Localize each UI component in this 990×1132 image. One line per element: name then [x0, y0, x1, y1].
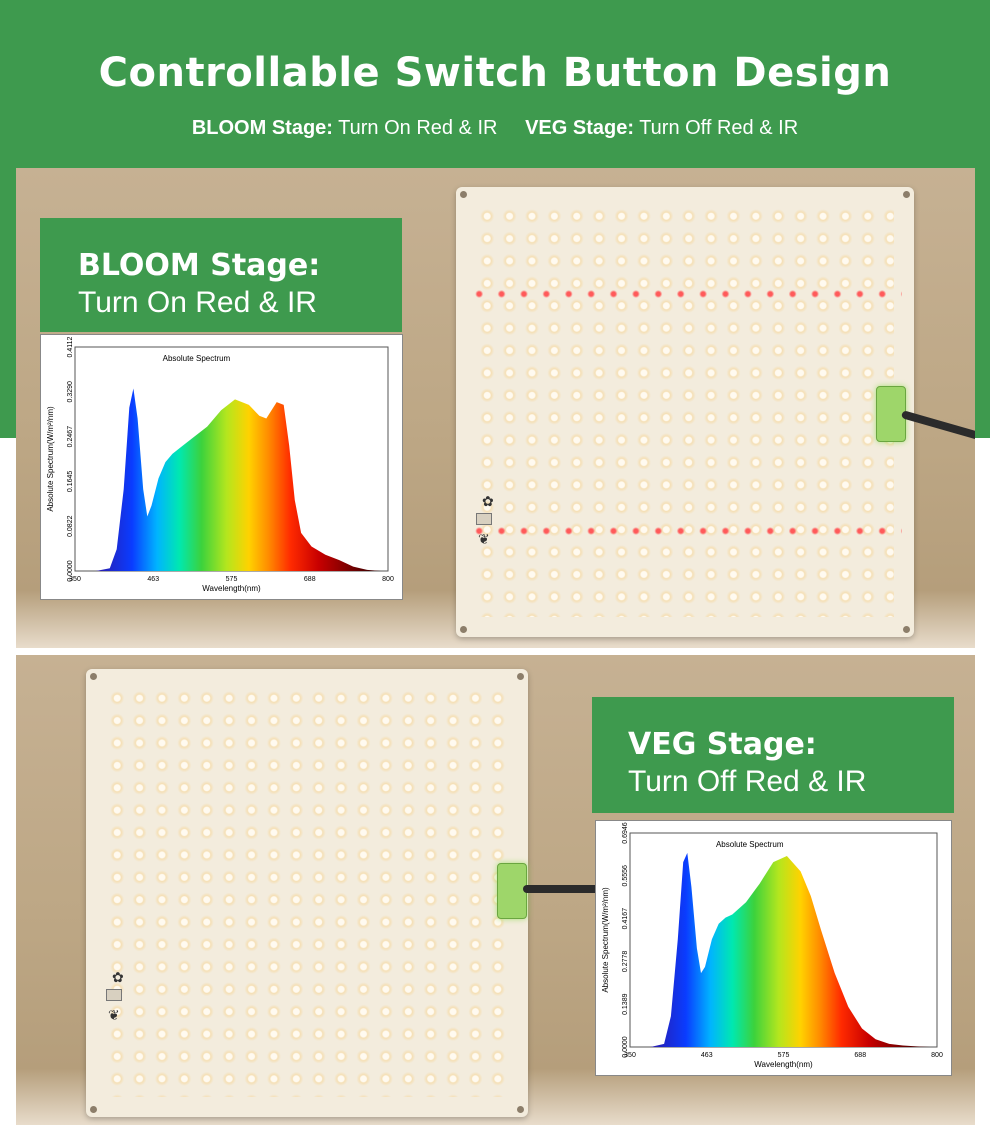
veg-stage-description: Turn Off Red & IR: [628, 765, 867, 798]
page-subtitle: BLOOM Stage: Turn On Red & IR VEG Stage:…: [0, 117, 990, 140]
x-tick-label: 350: [624, 1052, 636, 1059]
led-panel-veg: ✿ ❦: [86, 669, 528, 1117]
y-tick-label: 0.2778: [622, 951, 629, 973]
x-tick-label: 463: [701, 1052, 713, 1059]
stage-switch[interactable]: [476, 513, 492, 525]
mounting-hole: [903, 191, 910, 198]
mounting-hole: [517, 673, 524, 680]
x-tick-label: 575: [778, 1052, 790, 1059]
chart-title: Absolute Spectrum: [163, 354, 231, 363]
driver-box: [497, 863, 527, 919]
led-panel-bloom: ✿ ❦: [456, 187, 914, 637]
led-grid: [476, 205, 894, 617]
veg-subtitle-label: VEG Stage:: [525, 117, 634, 139]
y-tick-label: 0.6946: [622, 822, 629, 844]
mounting-hole: [517, 1106, 524, 1113]
mounting-hole: [90, 673, 97, 680]
x-axis-label: Wavelength(nm): [754, 1060, 813, 1069]
flower-icon: ✿: [112, 970, 124, 986]
leaf-icon: ❦: [108, 1008, 120, 1024]
red-led-row: [468, 290, 902, 298]
flower-icon: ✿: [482, 494, 494, 510]
x-tick-label: 688: [854, 1052, 866, 1059]
x-axis-label: Wavelength(nm): [202, 584, 261, 593]
veg-label-box: VEG Stage: Turn Off Red & IR: [592, 697, 954, 813]
led-grid: [106, 687, 508, 1097]
veg-spectrum-chart: Absolute Spectrum 350 463 575 688 800 0.0000 0.…: [595, 820, 952, 1076]
spectrum-area: [650, 852, 931, 1047]
mounting-hole: [460, 191, 467, 198]
y-tick-label: 0.1389: [622, 993, 629, 1015]
y-tick-label: 0.5556: [622, 865, 629, 887]
spectrum-area: [95, 388, 382, 571]
veg-spectrum-svg: Absolute Spectrum 350 463 575 688 800 0.0000 0.…: [601, 822, 943, 1069]
chart-title: Absolute Spectrum: [716, 840, 784, 849]
y-tick-label: 0.3290: [67, 381, 74, 403]
bloom-subtitle-label: BLOOM Stage:: [191, 117, 333, 139]
stage-switch[interactable]: [106, 989, 122, 1001]
y-axis-label: Absolute Spectrum(W/m²/nm): [46, 406, 55, 512]
bloom-subtitle-text: Turn On Red & IR: [338, 117, 498, 139]
bloom-stage-description: Turn On Red & IR: [78, 286, 317, 319]
mounting-hole: [903, 626, 910, 633]
bloom-spectrum-svg: Absolute Spectrum 350 463 575 688 800 0.0000 0.…: [46, 336, 394, 593]
y-tick-label: 0.0000: [67, 560, 74, 582]
y-tick-label: 0.0000: [622, 1036, 629, 1058]
y-tick-label: 0.4167: [622, 908, 629, 930]
veg-stage-title: VEG Stage:: [628, 727, 817, 762]
page-title: Controllable Switch Button Design: [98, 50, 892, 96]
power-cable: [523, 885, 603, 893]
leaf-icon: ❦: [478, 532, 490, 548]
bloom-stage-title: BLOOM Stage:: [78, 248, 321, 283]
x-tick-label: 800: [931, 1052, 943, 1059]
x-tick-label: 463: [147, 576, 159, 583]
x-tick-label: 800: [382, 576, 394, 583]
x-tick-label: 688: [304, 576, 316, 583]
bloom-spectrum-chart: Absolute Spectrum 350 463 575 688 800 0.0000 0.…: [40, 334, 403, 600]
y-tick-label: 0.0822: [67, 515, 74, 537]
mounting-hole: [460, 626, 467, 633]
x-tick-label: 575: [226, 576, 238, 583]
bloom-label-box: BLOOM Stage: Turn On Red & IR: [40, 218, 402, 332]
y-axis-label: Absolute Spectrum(W/m²/nm): [601, 887, 610, 993]
x-tick-label: 350: [69, 576, 81, 583]
mounting-hole: [90, 1106, 97, 1113]
red-led-row: [468, 527, 902, 535]
y-tick-label: 0.4112: [67, 336, 74, 357]
y-tick-label: 0.1645: [67, 471, 74, 493]
veg-subtitle-text: Turn Off Red & IR: [639, 117, 799, 139]
y-tick-label: 0.2467: [67, 426, 74, 448]
